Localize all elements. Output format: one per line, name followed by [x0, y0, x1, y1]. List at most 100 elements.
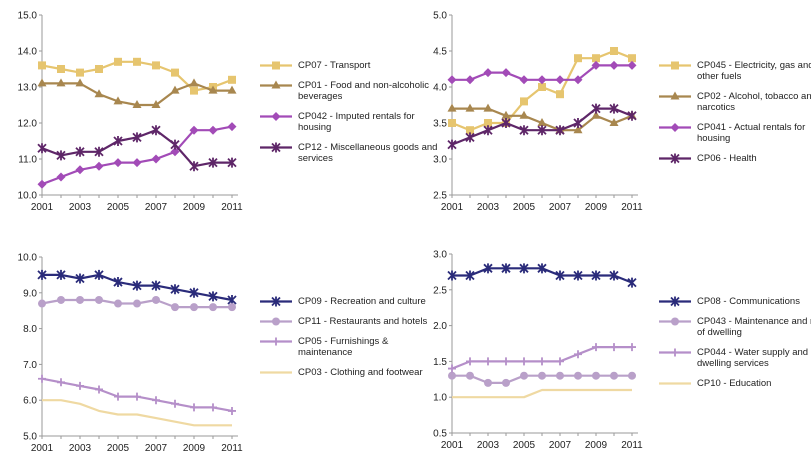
data-point — [190, 86, 198, 95]
data-point — [152, 61, 160, 70]
x-tick-label: 2011 — [221, 202, 243, 213]
data-point — [484, 378, 492, 387]
data-point — [538, 371, 546, 380]
y-tick-label: 4.0 — [433, 83, 447, 94]
data-point — [113, 277, 123, 288]
legend-swatch-marker — [670, 296, 680, 307]
data-point — [574, 371, 582, 380]
data-point — [610, 343, 618, 352]
data-point — [133, 392, 141, 401]
series-group — [447, 60, 637, 85]
data-point — [114, 57, 122, 66]
data-point — [574, 54, 582, 63]
legend-label: CP042 - Imputed rentals for housing — [298, 111, 415, 133]
x-tick-label: 2001 — [31, 202, 54, 213]
data-point — [502, 357, 510, 366]
data-point — [610, 371, 618, 380]
data-point — [520, 97, 528, 106]
legend-swatch-marker — [271, 296, 281, 307]
legend-swatch — [260, 80, 292, 89]
y-tick-label: 3.0 — [433, 250, 447, 261]
data-point — [56, 150, 66, 161]
chart-panel-bottom-left: 5.0 6.0 7.0 8.0 9.0 10.0 2001 2003 2005 2007 2009 2… — [0, 240, 428, 470]
data-point — [448, 119, 456, 127]
data-point — [609, 60, 619, 70]
x-tick-label: 2011 — [621, 202, 643, 213]
data-point — [483, 68, 493, 78]
data-point — [189, 78, 199, 87]
legend-label: CP02 - Alcohol, tobacco and narcotics — [697, 91, 811, 113]
data-point — [113, 96, 123, 105]
legend-swatch-marker — [272, 317, 280, 326]
data-point — [209, 303, 217, 312]
x-tick-label: 2007 — [549, 440, 572, 451]
y-tick-label: 2.0 — [433, 321, 447, 332]
data-point — [538, 83, 546, 91]
data-point — [170, 85, 180, 94]
legend-swatch-marker — [271, 80, 281, 89]
data-point — [94, 161, 104, 171]
y-tick-label: 3.5 — [433, 119, 447, 130]
series-group — [37, 122, 237, 189]
series-group — [38, 374, 236, 415]
y-tick-label: 2.5 — [433, 191, 447, 202]
data-point — [483, 263, 493, 274]
data-point — [610, 47, 618, 55]
data-point — [556, 90, 564, 99]
legend-swatch-marker — [670, 91, 680, 100]
data-point — [132, 100, 142, 108]
chart-legend: CP08 - Communications CP043 - Maintenance… — [657, 296, 811, 398]
data-point — [555, 270, 565, 281]
data-point — [95, 385, 103, 394]
x-tick-label: 2005 — [107, 202, 130, 213]
data-point — [190, 303, 198, 312]
data-point — [170, 139, 180, 150]
x-tick-label: 2005 — [513, 202, 536, 213]
data-point — [520, 371, 528, 380]
x-tick-label: 2011 — [621, 440, 643, 451]
y-tick-label: 11.0 — [18, 155, 37, 166]
data-point — [519, 125, 529, 136]
data-point — [114, 299, 122, 308]
data-point — [448, 364, 456, 373]
data-point — [75, 146, 85, 157]
chart-legend: CP07 - Transport CP01 - Food and non-alco… — [258, 60, 438, 173]
legend-swatch-marker — [271, 142, 281, 153]
data-point — [465, 103, 475, 112]
legend-swatch-marker — [671, 61, 679, 70]
x-tick-label: 2003 — [69, 202, 92, 213]
chart-plot: 10.0 11.0 12.0 13.0 14.0 15.0 2001 2003 2005 2007… — [18, 11, 244, 214]
series-line — [42, 399, 232, 427]
series-group — [447, 103, 637, 134]
x-tick-label: 2003 — [477, 440, 500, 451]
data-point — [556, 371, 564, 380]
y-tick-label: 10.0 — [18, 191, 38, 202]
data-point — [484, 119, 492, 127]
x-tick-label: 2003 — [69, 443, 92, 454]
data-point — [483, 125, 493, 136]
data-point — [591, 110, 601, 119]
data-point — [627, 110, 637, 121]
data-point — [94, 89, 104, 98]
y-tick-label: 6.0 — [23, 396, 37, 407]
y-tick-label: 0.5 — [433, 429, 447, 440]
legend-swatch — [260, 112, 292, 121]
data-point — [170, 147, 180, 157]
legend-label: CP044 - Water supply and dwelling servic… — [697, 347, 809, 369]
data-point — [465, 132, 475, 143]
data-point — [501, 68, 511, 78]
data-point — [628, 371, 636, 380]
legend-swatch — [659, 61, 691, 70]
legend-item: CP043 - Maintenance and repair of dwelli… — [657, 316, 811, 338]
y-tick-label: 8.0 — [23, 324, 37, 335]
y-tick-label: 12.0 — [18, 119, 38, 130]
data-point — [573, 270, 583, 281]
series-group — [448, 343, 636, 373]
data-point — [171, 399, 179, 408]
data-point — [38, 61, 46, 70]
x-tick-label: 2001 — [31, 443, 54, 454]
chart-panel-top-left: 10.0 11.0 12.0 13.0 14.0 15.0 2001 2003 2005 2007… — [0, 0, 438, 230]
legend-swatch-marker — [272, 337, 280, 346]
data-point — [38, 374, 46, 383]
series-group — [37, 125, 237, 172]
